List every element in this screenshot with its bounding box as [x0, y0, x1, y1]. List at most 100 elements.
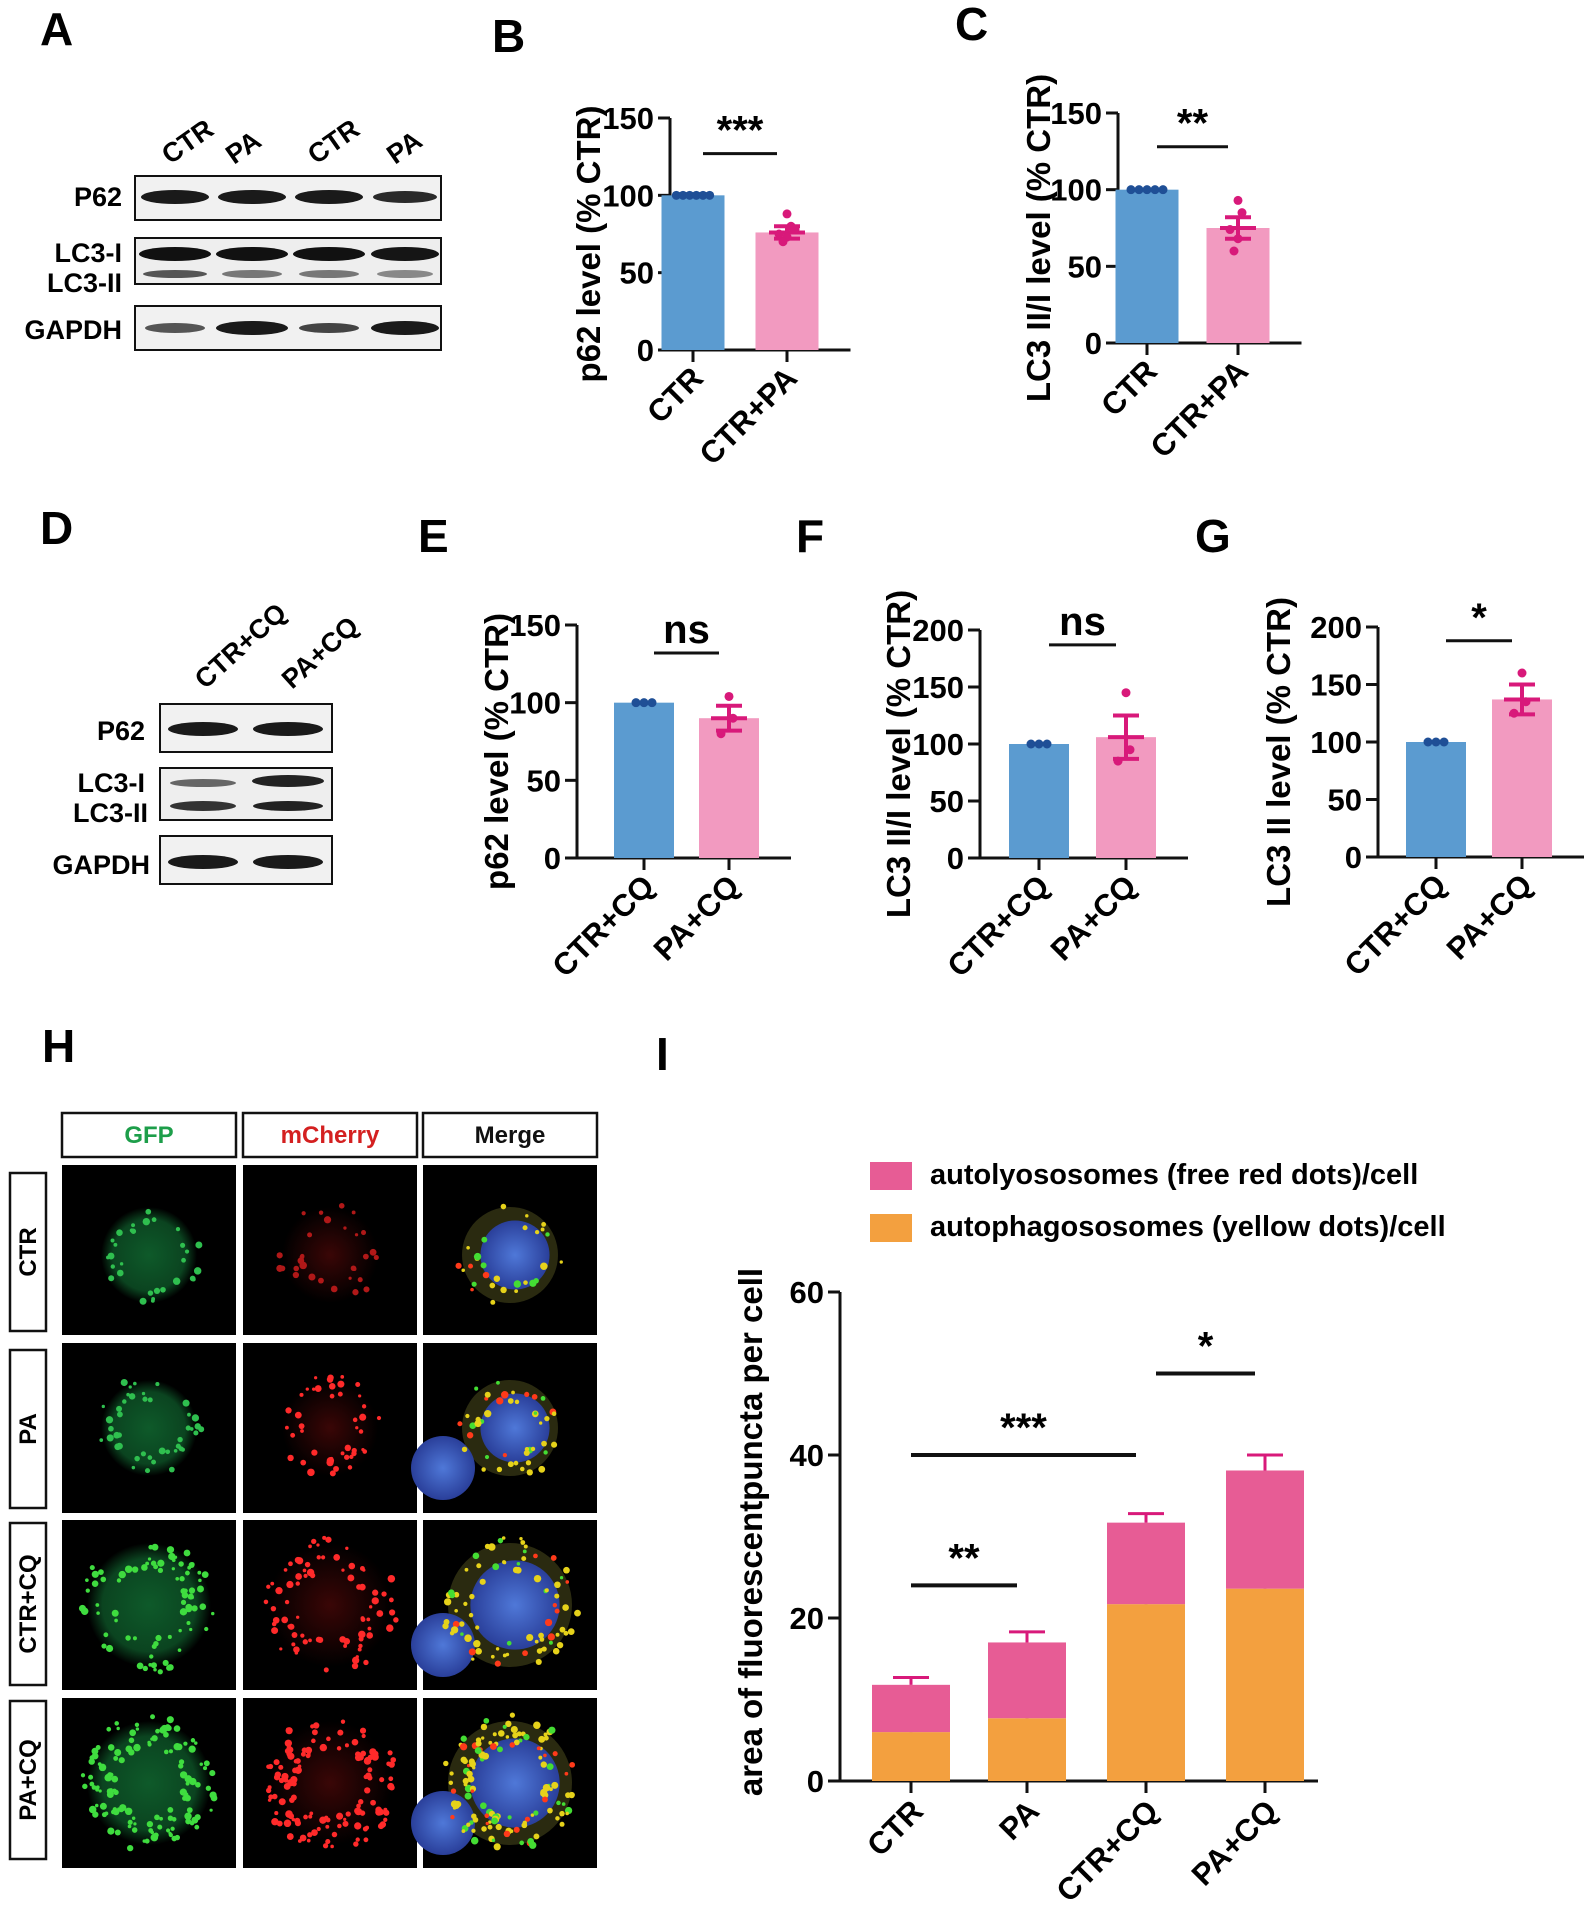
- puncta-dot: [89, 1565, 95, 1571]
- puncta-dot: [311, 1387, 316, 1391]
- puncta-dot: [556, 1800, 561, 1806]
- puncta-dot: [329, 1456, 334, 1461]
- puncta-dot: [289, 1797, 295, 1803]
- puncta-dot: [563, 1630, 569, 1636]
- puncta-dot: [331, 1831, 338, 1838]
- puncta-dot: [340, 1451, 345, 1456]
- puncta-dot: [91, 1580, 99, 1587]
- puncta-dot: [533, 1411, 538, 1415]
- puncta-dot: [133, 1822, 137, 1826]
- puncta-dot: [299, 1392, 304, 1397]
- y-tick-label: 50: [930, 784, 964, 819]
- puncta-dot: [166, 1716, 174, 1724]
- puncta-dot: [544, 1588, 549, 1593]
- puncta-dot: [99, 1802, 107, 1810]
- puncta-dot: [147, 1557, 152, 1561]
- puncta-dot: [337, 1380, 345, 1388]
- puncta-dot: [536, 1648, 543, 1654]
- puncta-dot: [492, 1563, 500, 1571]
- puncta-dot: [131, 1223, 136, 1228]
- puncta-dot: [316, 1826, 321, 1832]
- puncta-dot: [452, 1620, 460, 1628]
- puncta-dot: [125, 1635, 131, 1641]
- data-point: [1509, 708, 1519, 718]
- puncta-dot: [514, 1289, 519, 1294]
- puncta-dot: [105, 1416, 114, 1424]
- puncta-dot: [154, 1814, 160, 1821]
- puncta-dot: [475, 1625, 480, 1630]
- puncta-dot: [127, 1824, 132, 1829]
- puncta-dot: [294, 1411, 302, 1419]
- puncta-dot: [368, 1605, 373, 1609]
- puncta-dot: [336, 1746, 342, 1751]
- puncta-dot: [157, 1559, 165, 1567]
- puncta-dot: [100, 1576, 107, 1583]
- puncta-dot: [285, 1407, 292, 1414]
- puncta-dot: [490, 1654, 495, 1659]
- puncta-dot: [533, 1553, 538, 1559]
- puncta-dot: [140, 1451, 147, 1457]
- puncta-dot: [129, 1729, 137, 1737]
- y-tick-label: 150: [509, 608, 561, 643]
- micrograph-grid: GFP mCherry Merge CTR PA CTR+CQ PA+CQ: [8, 1111, 599, 1868]
- data-point: [647, 698, 657, 708]
- puncta-dot: [151, 1459, 157, 1465]
- puncta-dot: [343, 1817, 347, 1821]
- puncta-dot: [387, 1782, 395, 1790]
- puncta-dot: [308, 1544, 312, 1549]
- puncta-dot: [534, 1639, 539, 1644]
- puncta-dot: [502, 1453, 508, 1458]
- puncta-dot: [292, 1271, 300, 1279]
- puncta-dot: [520, 1540, 526, 1545]
- puncta-dot: [474, 1420, 482, 1428]
- puncta-dot: [173, 1448, 178, 1453]
- puncta-dot: [153, 1287, 161, 1295]
- puncta-dot: [484, 1543, 491, 1550]
- panel-label-c: C: [955, 0, 988, 50]
- puncta-dot: [561, 1802, 566, 1806]
- chart-g: 0 50 100 150 200 LC3 II level (% CTR) CTR+CQPA…: [1260, 596, 1584, 983]
- puncta-dot: [173, 1727, 178, 1731]
- puncta-dot: [179, 1788, 187, 1796]
- puncta-dot: [300, 1633, 305, 1638]
- puncta-dot: [274, 1811, 279, 1816]
- y-tick-label: 200: [912, 613, 964, 648]
- puncta-dot: [110, 1238, 115, 1243]
- puncta-dot: [141, 1564, 148, 1571]
- western-blot-d: CTR+CQ PA+CQ P62 LC3-I LC3-II GAPDH: [52, 597, 364, 885]
- puncta-dot: [296, 1557, 304, 1565]
- panel-label-i: I: [656, 1028, 669, 1080]
- puncta-dot: [354, 1807, 363, 1816]
- puncta-dot: [209, 1808, 213, 1812]
- puncta-dot: [496, 1380, 500, 1385]
- puncta-dot: [345, 1811, 351, 1817]
- puncta-dot: [533, 1810, 539, 1816]
- blot-band: [141, 190, 209, 204]
- puncta-dot: [201, 1571, 209, 1579]
- puncta-dot: [545, 1232, 550, 1237]
- puncta-dot: [174, 1834, 181, 1841]
- puncta-dot: [270, 1581, 275, 1586]
- data-point: [1034, 739, 1044, 749]
- chart-i: 0 20 40 60 area of fluorescentpuncta per cel…: [732, 1159, 1446, 1909]
- puncta-dot: [189, 1627, 193, 1632]
- puncta-dot: [464, 1792, 472, 1800]
- puncta-dot: [306, 1568, 315, 1577]
- puncta-dot: [358, 1636, 364, 1642]
- data-point: [1142, 185, 1152, 195]
- puncta-dot: [551, 1781, 559, 1789]
- y-tick-label: 150: [1310, 668, 1362, 703]
- y-axis-title: LC3 II level (% CTR): [1260, 597, 1297, 907]
- puncta-dot: [543, 1732, 548, 1737]
- puncta-dot: [534, 1229, 540, 1235]
- puncta-dot: [344, 1454, 350, 1460]
- puncta-dot: [449, 1771, 454, 1776]
- puncta-dot: [120, 1379, 128, 1387]
- puncta-dot: [569, 1761, 576, 1768]
- puncta-dot: [516, 1562, 521, 1566]
- puncta-dot: [197, 1585, 204, 1593]
- stacked-bar-segment: [988, 1718, 1066, 1781]
- puncta-dot: [129, 1228, 134, 1233]
- puncta-dot: [131, 1816, 136, 1821]
- data-point: [1233, 234, 1243, 244]
